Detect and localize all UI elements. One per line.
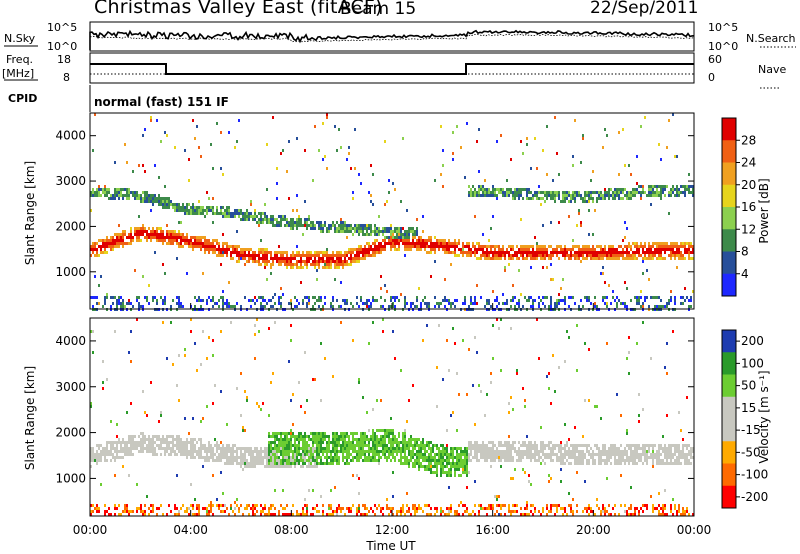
plot-title: Christmas Valley East (fitACF) <box>94 0 383 18</box>
colorbar-segment <box>722 485 736 509</box>
x-tick-label: 16:00 <box>475 523 510 537</box>
power-colorbar: 4 8 12 16 20 24 28 <box>721 117 756 297</box>
power-colorbar-label: Power [dB] <box>757 178 771 243</box>
freq-tick-high: 18 <box>57 53 71 66</box>
colorbar-tick-label: 12 <box>741 222 756 236</box>
freq-unit: [MHz] <box>2 67 34 80</box>
x-axis-label: Time UT <box>365 539 416 553</box>
nave-tick-high: 60 <box>708 53 722 66</box>
colorbar-tick-label: -50 <box>741 445 761 459</box>
y-tick-label: 1000 <box>55 265 86 279</box>
colorbar-tick-label: -100 <box>741 468 768 482</box>
colorbar-tick-label: 28 <box>741 133 756 147</box>
colorbar-tick-label: 20 <box>741 178 756 192</box>
x-tick-label: 12:00 <box>375 523 410 537</box>
power-y-axis-label: Slant Range [km] <box>23 161 37 265</box>
nave-label: Nave <box>758 63 786 76</box>
colorbar-segment <box>722 162 736 186</box>
freq-tick-low: 8 <box>63 71 70 84</box>
colorbar-segment <box>722 207 736 230</box>
nsearch-tick-low: 10^0 <box>708 40 738 53</box>
nsky-panel: N.Sky 10^5 10^0 10^5 10^0 N.Search <box>4 21 796 53</box>
velocity-colorbar: 200 100 50 15 -15 -50 -100 -200 <box>721 329 768 509</box>
y-tick-label: 3000 <box>55 174 86 188</box>
y-tick-label: 1000 <box>55 471 86 485</box>
cpid-label: CPID <box>8 92 37 105</box>
colorbar-segment <box>722 396 736 420</box>
colorbar-tick-label: -15 <box>741 423 761 437</box>
colorbar-segment <box>722 118 736 141</box>
beam-label: Beam 15 <box>340 0 417 19</box>
colorbar-tick-label: 15 <box>741 401 756 415</box>
colorbar-segment <box>722 419 736 442</box>
nsky-line <box>89 29 695 50</box>
colorbar-segment <box>722 184 736 208</box>
nsky-label: N.Sky <box>4 32 36 45</box>
freq-panel: Freq. [MHz] 18 8 60 0 Nave <box>2 52 786 89</box>
colorbar-tick-label: 16 <box>741 200 756 214</box>
x-tick-label: 04:00 <box>173 523 208 537</box>
colorbar-segment <box>722 352 736 375</box>
y-tick-label: 2000 <box>55 219 86 233</box>
colorbar-segment <box>722 463 736 487</box>
x-tick-label: 00:00 <box>73 523 108 537</box>
power-panel: 1000 2000 3000 4000 Slant Range [km] 4 8 12 16… <box>23 112 771 311</box>
y-tick-label: 4000 <box>55 334 86 348</box>
date-label: 22/Sep/2011 <box>590 0 699 18</box>
colorbar-tick-label: -200 <box>741 490 768 504</box>
velocity-panel: 1000 2000 3000 4000 00:00 04:00 08:00 12:00 16:… <box>23 303 771 553</box>
colorbar-segment <box>722 330 736 353</box>
colorbar-tick-label: 100 <box>741 356 764 370</box>
cpid-panel: CPID normal (fast) 151 IF <box>8 85 229 112</box>
nsky-tick-high: 10^5 <box>47 21 77 34</box>
colorbar-tick-label: 8 <box>741 245 749 259</box>
colorbar-segment <box>722 273 736 297</box>
freq-label: Freq. <box>6 53 33 66</box>
nsearch-label: N.Search <box>746 32 796 45</box>
nsearch-tick-high: 10^5 <box>708 21 738 34</box>
colorbar-segment <box>722 374 736 398</box>
x-tick-label: 08:00 <box>274 523 309 537</box>
x-tick-label: 00:00 <box>677 523 712 537</box>
colorbar-tick-label: 200 <box>741 334 764 348</box>
colorbar-segment <box>722 251 736 275</box>
velocity-y-axis-label: Slant Range [km] <box>23 366 37 470</box>
colorbar-tick-label: 50 <box>741 379 756 393</box>
velocity-heatmap <box>90 318 694 516</box>
power-heatmap <box>90 113 694 311</box>
colorbar-tick-label: 24 <box>741 156 756 170</box>
y-tick-label: 3000 <box>55 380 86 394</box>
nave-tick-low: 0 <box>708 71 715 84</box>
y-tick-label: 4000 <box>55 129 86 143</box>
colorbar-segment <box>722 441 736 464</box>
freq-line <box>90 63 694 75</box>
x-tick-label: 20:00 <box>576 523 611 537</box>
cpid-value: normal (fast) 151 IF <box>94 95 229 109</box>
y-tick-label: 2000 <box>55 426 86 440</box>
colorbar-segment <box>722 140 736 163</box>
velocity-colorbar-label: Velocity [m s⁻¹] <box>757 370 771 463</box>
nsearch-line <box>89 33 695 43</box>
colorbar-tick-label: 4 <box>741 267 749 281</box>
colorbar-segment <box>722 229 736 252</box>
nsky-tick-low: 10^0 <box>47 40 77 53</box>
